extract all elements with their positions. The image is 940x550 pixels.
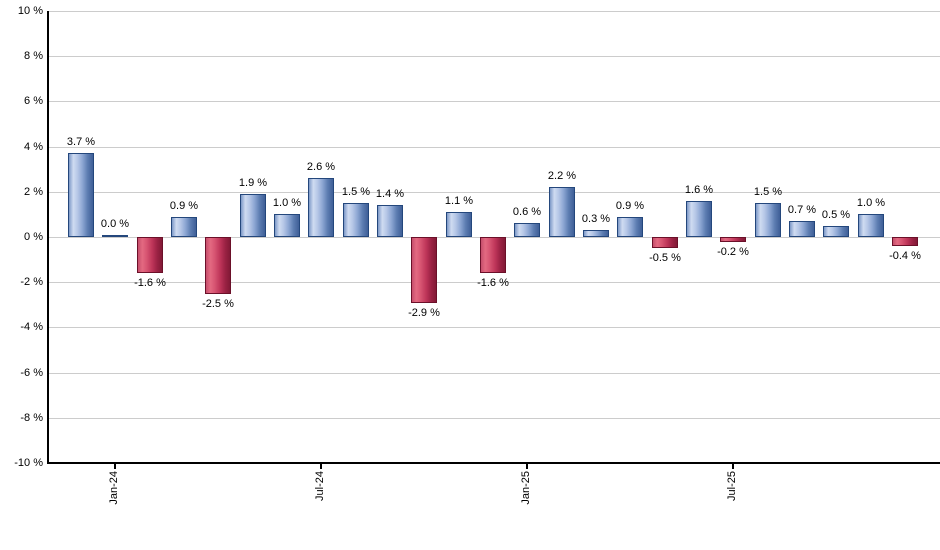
gridline-2: [48, 192, 940, 193]
bar-value-label: 0.9 %: [615, 200, 645, 212]
gridline--8: [48, 418, 940, 419]
bar-14: [549, 187, 575, 237]
bar-19: [720, 237, 746, 242]
bar-value-label: 1.1 %: [444, 195, 474, 207]
bar-value-label: -0.5 %: [649, 252, 681, 264]
bar-value-label: 0.0 %: [100, 218, 130, 230]
bar-23: [858, 214, 884, 237]
bar-value-label: 2.6 %: [306, 161, 336, 173]
y-tick-label: 10 %: [17, 5, 43, 17]
bar-value-label: 1.0 %: [272, 197, 302, 209]
bar-value-label: -0.2 %: [717, 246, 749, 258]
y-tick-label: 6 %: [24, 95, 43, 107]
x-axis-line: [47, 462, 940, 464]
bar-value-label: 0.9 %: [169, 200, 199, 212]
bar-value-label: 1.6 %: [684, 184, 714, 196]
bar-value-label: 2.2 %: [547, 170, 577, 182]
bar-8: [343, 203, 369, 237]
gridline--6: [48, 373, 940, 374]
y-tick-label: -6 %: [20, 367, 43, 379]
x-tick-label: Jul-25: [726, 471, 738, 501]
gridline-4: [48, 147, 940, 148]
bar-value-label: 3.7 %: [66, 136, 96, 148]
gridline--2: [48, 282, 940, 283]
bar-2: [137, 237, 163, 273]
bar-17: [652, 237, 678, 248]
y-tick-label: 2 %: [24, 186, 43, 198]
x-tick-label: Jan-25: [520, 471, 532, 505]
bar-value-label: -1.6 %: [134, 277, 166, 289]
y-tick-label: -8 %: [20, 412, 43, 424]
gridline-6: [48, 101, 940, 102]
y-tick-label: -4 %: [20, 321, 43, 333]
bar-0: [68, 153, 94, 237]
bar-11: [446, 212, 472, 237]
y-axis-line: [47, 11, 49, 463]
bar-value-label: 1.5 %: [341, 186, 371, 198]
y-tick-label: -2 %: [20, 276, 43, 288]
bar-4: [205, 237, 231, 294]
bar-value-label: -2.5 %: [202, 298, 234, 310]
bar-21: [789, 221, 815, 237]
bar-1: [102, 235, 128, 237]
y-tick-label: -10 %: [14, 457, 43, 469]
bar-6: [274, 214, 300, 237]
x-tick-label: Jan-24: [108, 471, 120, 505]
bar-value-label: 1.0 %: [856, 197, 886, 209]
gridline--4: [48, 327, 940, 328]
bar-value-label: 0.5 %: [821, 209, 851, 221]
x-tick: [320, 463, 322, 469]
bar-value-label: -1.6 %: [477, 277, 509, 289]
y-tick-label: 0 %: [24, 231, 43, 243]
bar-7: [308, 178, 334, 237]
bar-3: [171, 217, 197, 237]
bar-22: [823, 226, 849, 237]
bar-value-label: 1.4 %: [375, 188, 405, 200]
bar-value-label: 0.6 %: [512, 206, 542, 218]
bar-value-label: 0.3 %: [581, 213, 611, 225]
bar-value-label: -0.4 %: [889, 250, 921, 262]
bar-18: [686, 201, 712, 237]
bar-24: [892, 237, 918, 246]
y-tick-label: 8 %: [24, 50, 43, 62]
x-tick: [114, 463, 116, 469]
bar-13: [514, 223, 540, 237]
x-tick: [526, 463, 528, 469]
x-tick: [732, 463, 734, 469]
bar-16: [617, 217, 643, 237]
bar-15: [583, 230, 609, 237]
bar-value-label: 1.9 %: [238, 177, 268, 189]
bar-9: [377, 205, 403, 237]
bar-value-label: 1.5 %: [753, 186, 783, 198]
bar-value-label: 0.7 %: [787, 204, 817, 216]
x-tick-label: Jul-24: [314, 471, 326, 501]
bar-20: [755, 203, 781, 237]
bar-5: [240, 194, 266, 237]
y-tick-label: 4 %: [24, 141, 43, 153]
bar-value-label: -2.9 %: [408, 307, 440, 319]
gridline-8: [48, 56, 940, 57]
gridline-10: [48, 11, 940, 12]
bar-12: [480, 237, 506, 273]
bar-10: [411, 237, 437, 303]
